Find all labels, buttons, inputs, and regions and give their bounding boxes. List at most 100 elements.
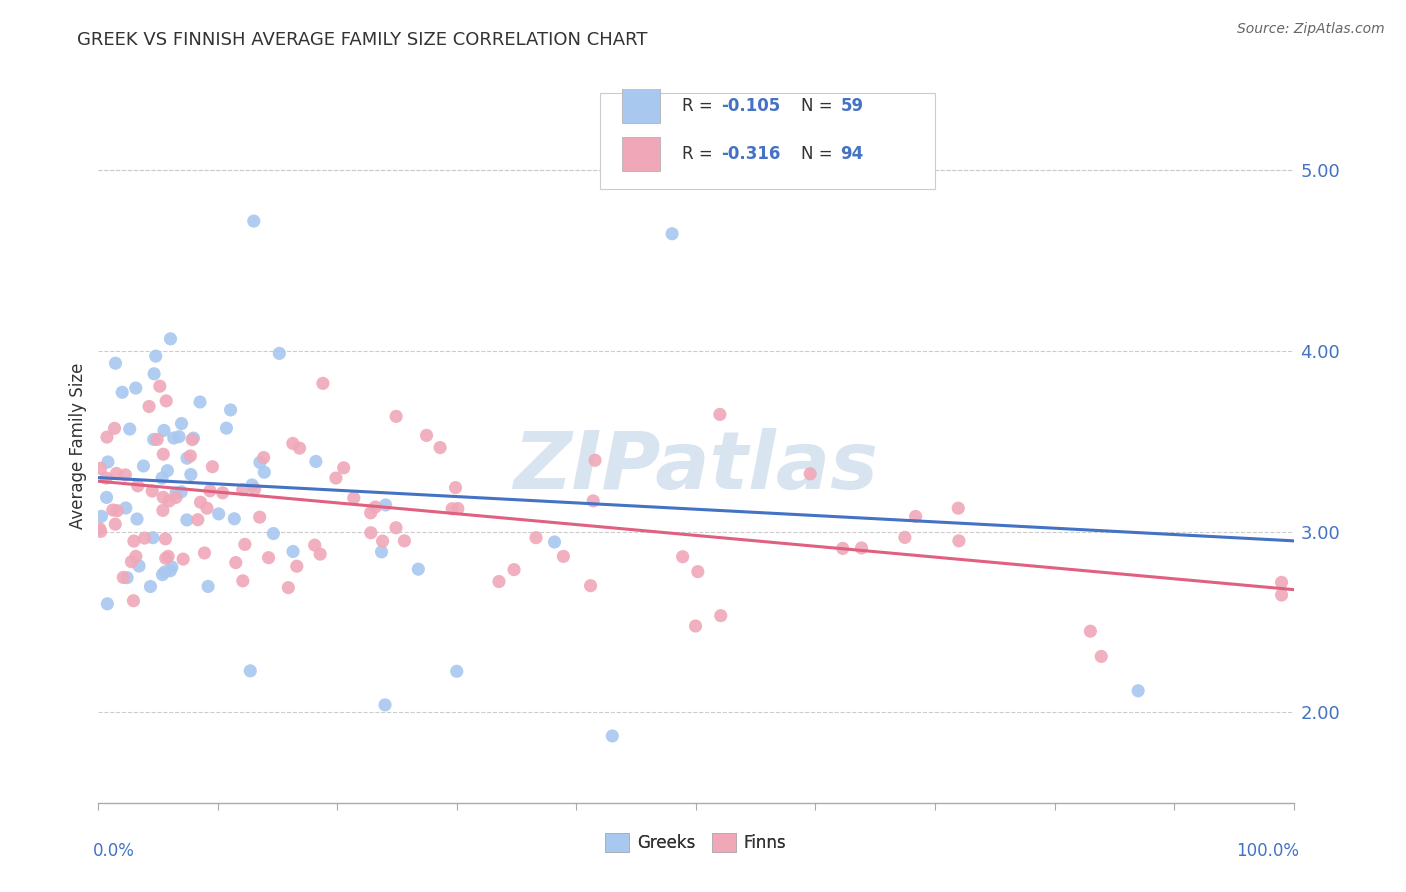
Point	[1271, 575, 1294, 590]
Text: -0.316: -0.316	[721, 145, 780, 163]
Point	[444, 481, 467, 495]
Point	[138, 400, 160, 414]
Point	[139, 580, 162, 594]
Point	[104, 517, 127, 532]
Point	[415, 428, 437, 442]
Point	[141, 484, 163, 499]
Point	[710, 608, 733, 623]
Point	[253, 465, 276, 479]
Point	[152, 503, 174, 517]
Point	[325, 471, 347, 485]
Point	[582, 494, 605, 508]
Bar	[621, 88, 661, 123]
Point	[332, 460, 354, 475]
Point	[157, 549, 180, 564]
Point	[904, 509, 927, 524]
Point	[232, 483, 254, 497]
Point	[1128, 683, 1150, 698]
Point	[90, 509, 112, 524]
Point	[97, 455, 120, 469]
Point	[429, 441, 451, 455]
FancyBboxPatch shape	[600, 93, 935, 189]
Point	[304, 538, 326, 552]
Point	[661, 227, 683, 241]
Point	[309, 547, 332, 561]
Text: GREEK VS FINNISH AVERAGE FAMILY SIZE CORRELATION CHART: GREEK VS FINNISH AVERAGE FAMILY SIZE COR…	[77, 31, 648, 49]
Point	[146, 433, 169, 447]
Text: 59: 59	[841, 96, 863, 114]
Point	[125, 381, 148, 395]
Point	[394, 533, 416, 548]
Point	[672, 549, 695, 564]
Point	[277, 581, 299, 595]
Point	[142, 531, 165, 545]
Point	[374, 698, 396, 712]
Point	[114, 501, 136, 516]
Point	[894, 530, 917, 544]
Point	[125, 512, 148, 526]
Text: -0.105: -0.105	[721, 96, 780, 114]
Point	[312, 376, 335, 391]
Point	[288, 441, 311, 455]
Point	[152, 567, 174, 582]
Point	[145, 349, 167, 363]
Point	[105, 503, 128, 517]
Text: 100.0%: 100.0%	[1236, 842, 1299, 860]
Point	[181, 433, 204, 447]
Point	[188, 395, 211, 409]
Point	[253, 450, 276, 465]
Point	[249, 455, 271, 469]
Point	[198, 483, 221, 498]
Point	[96, 430, 118, 444]
Point	[851, 541, 873, 555]
Point	[89, 461, 111, 475]
Point	[686, 565, 709, 579]
Point	[132, 458, 155, 473]
Legend: Greeks, Finns: Greeks, Finns	[599, 826, 793, 859]
Point	[370, 545, 392, 559]
Point	[262, 526, 284, 541]
Text: R =: R =	[682, 145, 717, 163]
Point	[446, 665, 468, 679]
Point	[153, 424, 176, 438]
Point	[948, 501, 970, 516]
Point	[127, 479, 149, 493]
Point	[709, 408, 731, 422]
Text: 94: 94	[841, 145, 863, 163]
Point	[408, 562, 430, 576]
Point	[374, 498, 396, 512]
Text: N =: N =	[801, 96, 838, 114]
Point	[371, 534, 394, 549]
Point	[103, 421, 125, 435]
Point	[1090, 649, 1112, 664]
Y-axis label: Average Family Size: Average Family Size	[69, 363, 87, 529]
Point	[385, 521, 408, 535]
Point	[215, 421, 238, 435]
Point	[281, 436, 304, 450]
Point	[195, 501, 218, 516]
Point	[105, 467, 128, 481]
Point	[159, 564, 181, 578]
Point	[179, 449, 201, 463]
Point	[488, 574, 510, 589]
Point	[343, 491, 366, 505]
Point	[89, 522, 111, 536]
Point	[1271, 588, 1294, 602]
Point	[243, 214, 266, 228]
Point	[104, 356, 127, 370]
Point	[364, 500, 387, 514]
Point	[281, 544, 304, 558]
Point	[155, 393, 177, 408]
Point	[149, 379, 172, 393]
Point	[503, 563, 526, 577]
Point	[180, 467, 202, 482]
Point	[115, 571, 138, 585]
Point	[211, 485, 233, 500]
Point	[101, 503, 124, 517]
Point	[172, 552, 194, 566]
Point	[249, 510, 271, 524]
Point	[153, 565, 176, 579]
Point	[602, 729, 624, 743]
Point	[187, 513, 209, 527]
Point	[799, 467, 821, 481]
